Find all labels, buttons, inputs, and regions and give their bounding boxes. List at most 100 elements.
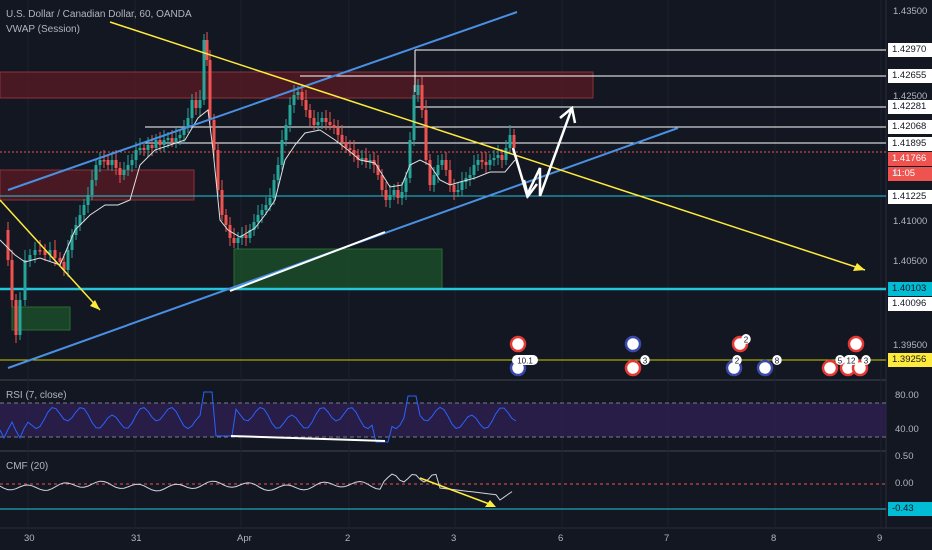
candle[interactable] (94, 165, 98, 180)
downtrend-line[interactable] (109, 21, 866, 271)
candle[interactable] (202, 40, 206, 100)
candle[interactable] (28, 255, 32, 260)
candle[interactable] (432, 175, 436, 185)
candle[interactable] (205, 40, 209, 60)
candle[interactable] (492, 158, 496, 160)
candle[interactable] (10, 260, 14, 300)
candle[interactable] (232, 238, 236, 243)
candle[interactable] (480, 160, 484, 162)
candle[interactable] (356, 155, 360, 160)
economic-event-flag-icon[interactable] (624, 359, 642, 377)
candle[interactable] (504, 148, 508, 160)
candle[interactable] (280, 140, 284, 165)
economic-event-flag-icon[interactable] (851, 359, 869, 377)
candle[interactable] (392, 190, 396, 195)
candle[interactable] (364, 158, 368, 162)
candle[interactable] (130, 160, 134, 165)
candle[interactable] (460, 182, 464, 190)
candle[interactable] (336, 128, 340, 135)
candle[interactable] (368, 160, 372, 162)
candle[interactable] (452, 185, 456, 192)
candle[interactable] (118, 168, 122, 175)
candle[interactable] (388, 195, 392, 200)
candle[interactable] (166, 138, 170, 140)
candle[interactable] (236, 238, 240, 243)
rsi-divergence-line[interactable] (230, 435, 386, 442)
candle[interactable] (154, 140, 158, 148)
projection-arrows[interactable] (511, 105, 577, 199)
cmf-divergence-line[interactable] (419, 477, 493, 506)
support-trendline[interactable] (229, 231, 386, 292)
candle[interactable] (150, 145, 154, 148)
demand-zone[interactable] (11, 306, 71, 331)
candle[interactable] (292, 95, 296, 105)
candle[interactable] (182, 128, 186, 135)
candle[interactable] (512, 135, 516, 148)
candle[interactable] (416, 85, 420, 95)
candle[interactable] (496, 155, 500, 158)
candle[interactable] (472, 165, 476, 175)
candle[interactable] (468, 175, 472, 178)
candle[interactable] (316, 122, 320, 125)
candle[interactable] (500, 155, 504, 160)
candle[interactable] (170, 138, 174, 142)
channel-upper-line[interactable] (7, 11, 518, 191)
candle[interactable] (484, 162, 488, 165)
candle[interactable] (412, 95, 416, 140)
candle[interactable] (248, 230, 252, 238)
candle[interactable] (312, 118, 316, 125)
candle[interactable] (74, 225, 78, 235)
cmf-legend[interactable]: CMF (20) (6, 461, 49, 472)
candle[interactable] (424, 110, 428, 160)
candle[interactable] (6, 230, 10, 260)
candle[interactable] (360, 158, 364, 160)
candle[interactable] (488, 160, 492, 165)
economic-event-flag-icon[interactable] (756, 359, 774, 377)
candle[interactable] (476, 160, 480, 165)
candle[interactable] (320, 118, 324, 122)
symbol-title[interactable]: U.S. Dollar / Canadian Dollar, 60, OANDA (6, 9, 192, 20)
candle[interactable] (90, 180, 94, 195)
demand-zone[interactable] (233, 248, 443, 290)
candle[interactable] (62, 262, 66, 270)
candle[interactable] (352, 150, 356, 155)
rsi-legend[interactable]: RSI (7, close) (6, 390, 67, 401)
candle[interactable] (264, 205, 268, 210)
candle[interactable] (400, 192, 404, 198)
candle[interactable] (448, 170, 452, 185)
economic-event-flag-icon[interactable] (624, 335, 642, 353)
candle[interactable] (256, 215, 260, 222)
candle[interactable] (38, 250, 42, 252)
candle[interactable] (208, 60, 212, 120)
candle[interactable] (284, 125, 288, 140)
candle[interactable] (300, 92, 304, 100)
candle[interactable] (142, 148, 146, 150)
candle[interactable] (162, 140, 166, 145)
candle[interactable] (224, 215, 228, 225)
candle[interactable] (376, 165, 380, 175)
candle[interactable] (268, 198, 272, 205)
candle[interactable] (86, 195, 90, 205)
candle[interactable] (66, 250, 70, 270)
candle[interactable] (324, 118, 328, 122)
candle[interactable] (70, 235, 74, 250)
candle[interactable] (33, 250, 37, 255)
vwap-legend[interactable]: VWAP (Session) (6, 24, 80, 35)
candle[interactable] (288, 105, 292, 125)
candle[interactable] (380, 175, 384, 190)
economic-event-flag-icon[interactable] (847, 335, 865, 353)
economic-event-flag-icon[interactable] (821, 359, 839, 377)
candle[interactable] (440, 160, 444, 165)
candle[interactable] (276, 165, 280, 180)
candle[interactable] (174, 138, 178, 142)
candle[interactable] (126, 165, 130, 170)
candle[interactable] (48, 250, 52, 255)
cmf-line[interactable] (0, 473, 513, 501)
candle[interactable] (158, 140, 162, 145)
candle[interactable] (82, 205, 86, 215)
candle[interactable] (244, 235, 248, 238)
candle[interactable] (146, 145, 150, 150)
candle[interactable] (23, 260, 27, 300)
candle[interactable] (194, 100, 198, 108)
